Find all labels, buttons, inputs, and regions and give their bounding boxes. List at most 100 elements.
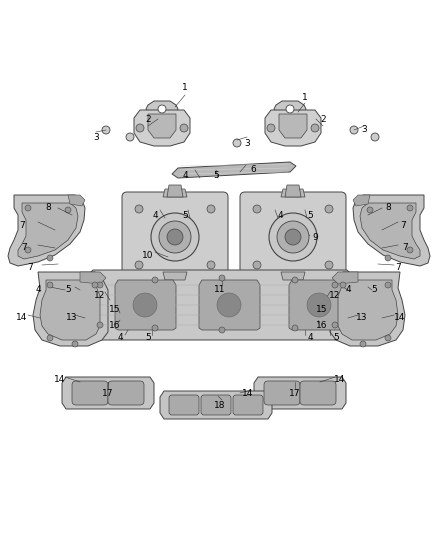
- Text: 17: 17: [289, 389, 301, 398]
- Circle shape: [360, 341, 366, 347]
- Text: 15: 15: [109, 305, 121, 314]
- Circle shape: [158, 105, 166, 113]
- Circle shape: [385, 335, 391, 341]
- Circle shape: [332, 322, 338, 328]
- Circle shape: [159, 221, 191, 253]
- Text: 5: 5: [371, 286, 377, 295]
- Text: 4: 4: [307, 334, 313, 343]
- Circle shape: [407, 205, 413, 211]
- Circle shape: [72, 341, 78, 347]
- Polygon shape: [353, 195, 430, 266]
- Circle shape: [292, 325, 298, 331]
- Polygon shape: [163, 189, 187, 197]
- Text: 9: 9: [312, 233, 318, 243]
- Circle shape: [25, 247, 31, 253]
- Text: 12: 12: [94, 290, 106, 300]
- Text: 6: 6: [250, 166, 256, 174]
- Polygon shape: [40, 280, 100, 340]
- Polygon shape: [199, 280, 260, 330]
- Circle shape: [311, 124, 319, 132]
- Circle shape: [217, 293, 241, 317]
- Circle shape: [307, 293, 331, 317]
- Text: 7: 7: [19, 221, 25, 230]
- Polygon shape: [62, 377, 154, 409]
- Text: 1: 1: [182, 84, 188, 93]
- Text: 5: 5: [333, 334, 339, 343]
- Text: 7: 7: [402, 244, 408, 253]
- Polygon shape: [148, 114, 176, 138]
- Polygon shape: [33, 272, 108, 346]
- Text: 12: 12: [329, 290, 341, 300]
- FancyBboxPatch shape: [108, 381, 144, 405]
- Polygon shape: [68, 195, 85, 206]
- Circle shape: [350, 126, 358, 134]
- Text: 18: 18: [214, 400, 226, 409]
- Polygon shape: [353, 195, 370, 206]
- Circle shape: [152, 325, 158, 331]
- Text: 14: 14: [54, 376, 66, 384]
- Circle shape: [152, 277, 158, 283]
- Polygon shape: [154, 113, 170, 124]
- FancyBboxPatch shape: [72, 381, 108, 405]
- Circle shape: [97, 282, 103, 288]
- Circle shape: [219, 275, 225, 281]
- Polygon shape: [281, 189, 305, 197]
- Polygon shape: [265, 110, 321, 146]
- Text: 5: 5: [182, 211, 188, 220]
- Polygon shape: [146, 101, 178, 113]
- Circle shape: [126, 133, 134, 141]
- Circle shape: [267, 124, 275, 132]
- Circle shape: [340, 282, 346, 288]
- Text: 4: 4: [345, 286, 351, 295]
- Polygon shape: [289, 280, 350, 330]
- Text: 14: 14: [16, 313, 28, 322]
- Text: 3: 3: [244, 139, 250, 148]
- FancyBboxPatch shape: [122, 192, 228, 282]
- Circle shape: [286, 105, 294, 113]
- Polygon shape: [274, 101, 306, 113]
- Text: 5: 5: [145, 334, 151, 343]
- Circle shape: [97, 322, 103, 328]
- Circle shape: [207, 261, 215, 269]
- Circle shape: [385, 282, 391, 288]
- Circle shape: [47, 335, 53, 341]
- Text: 7: 7: [400, 221, 406, 230]
- Text: 14: 14: [394, 313, 406, 322]
- Text: 7: 7: [395, 263, 401, 272]
- Circle shape: [102, 126, 110, 134]
- Text: 1: 1: [302, 93, 308, 101]
- Text: 2: 2: [320, 116, 326, 125]
- Polygon shape: [285, 185, 301, 197]
- Text: 14: 14: [334, 376, 346, 384]
- Polygon shape: [282, 113, 298, 124]
- Circle shape: [371, 133, 379, 141]
- Polygon shape: [338, 280, 398, 340]
- Polygon shape: [167, 185, 183, 197]
- Circle shape: [136, 124, 144, 132]
- Text: 4: 4: [152, 211, 158, 220]
- Text: 5: 5: [213, 171, 219, 180]
- Circle shape: [325, 261, 333, 269]
- Circle shape: [253, 261, 261, 269]
- Text: 16: 16: [109, 321, 121, 330]
- Text: 4: 4: [117, 334, 123, 343]
- Circle shape: [385, 255, 391, 261]
- Circle shape: [47, 255, 53, 261]
- Circle shape: [285, 229, 301, 245]
- Polygon shape: [360, 203, 420, 259]
- Text: 5: 5: [307, 211, 313, 220]
- Circle shape: [135, 205, 143, 213]
- Text: 13: 13: [66, 313, 78, 322]
- FancyBboxPatch shape: [240, 192, 346, 282]
- Circle shape: [367, 207, 373, 213]
- Circle shape: [133, 293, 157, 317]
- Text: 8: 8: [385, 204, 391, 213]
- Circle shape: [269, 213, 317, 261]
- Polygon shape: [332, 272, 358, 284]
- Circle shape: [65, 207, 71, 213]
- Text: 7: 7: [21, 244, 27, 253]
- Polygon shape: [160, 391, 272, 419]
- FancyBboxPatch shape: [300, 381, 336, 405]
- Circle shape: [207, 205, 215, 213]
- Polygon shape: [85, 270, 355, 340]
